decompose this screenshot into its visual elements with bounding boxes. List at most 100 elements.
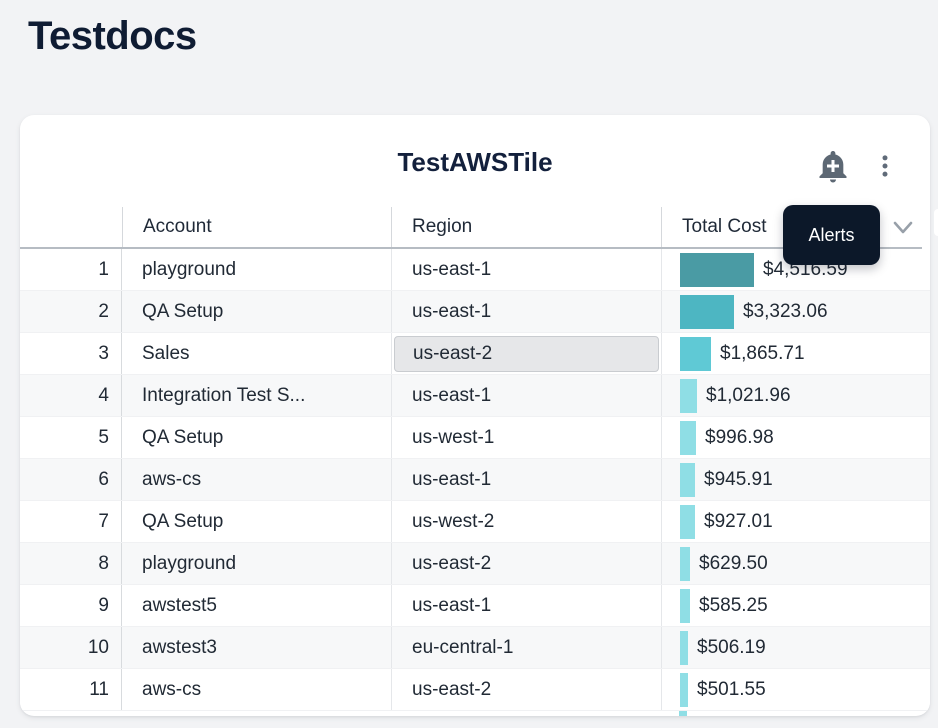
cell-account[interactable]: aws-cs [142,678,202,700]
column-header-account[interactable]: Account [122,207,391,247]
table-row[interactable]: 5 QA Setup us-west-1 $996.98 [20,417,930,459]
row-number: 1 [20,249,122,290]
table-row[interactable]: 9 awstest5 us-east-1 $585.25 [20,585,930,627]
row-number: 7 [20,501,122,542]
cell-region[interactable]: us-west-1 [391,417,661,458]
region-value: us-east-1 [412,300,492,322]
region-value: us-west-1 [412,426,495,448]
chevron-down-icon[interactable] [891,220,915,236]
table-row[interactable]: 2 QA Setup us-east-1 $3,323.06 [20,291,930,333]
cost-bar [680,504,695,539]
cost-bar [680,462,695,497]
cell-total-cost[interactable]: $996.98 [661,417,930,458]
cost-bar [680,252,754,287]
cost-value: $996.98 [705,426,774,448]
cell-total-cost[interactable]: $3,323.06 [661,291,930,332]
table-body: 1 playground us-east-1 $4,516.59 2 QA Se… [20,249,930,711]
cost-value: $585.25 [699,594,768,616]
cost-value: $506.19 [697,636,766,658]
row-number: 6 [20,459,122,500]
cell-account[interactable]: QA Setup [142,426,224,448]
table-row[interactable]: 6 aws-cs us-east-1 $945.91 [20,459,930,501]
region-value: us-east-1 [412,258,492,280]
add-alert-button[interactable] [813,146,853,186]
tile-menu-button[interactable] [870,151,900,181]
cell-total-cost[interactable]: $506.19 [661,627,930,668]
region-value: us-west-2 [412,510,495,532]
cell-account[interactable]: aws-cs [142,468,202,490]
cell-account[interactable]: QA Setup [142,300,224,322]
cell-region[interactable]: us-east-2 [391,333,661,374]
cell-total-cost[interactable]: $585.25 [661,585,930,626]
table-row[interactable]: 1 playground us-east-1 $4,516.59 [20,249,930,291]
table-row[interactable]: 4 Integration Test S... us-east-1 $1,021… [20,375,930,417]
cell-total-cost[interactable]: $4,516.59 [661,249,930,290]
cell-account[interactable]: awstest3 [142,636,217,658]
cell-total-cost[interactable]: $629.50 [661,543,930,584]
tile-title: TestAWSTile [397,147,553,177]
region-value: us-east-2 [412,678,492,700]
cost-value: $927.01 [704,510,773,532]
cell-account[interactable]: Integration Test S... [142,384,306,406]
table-row[interactable]: 7 QA Setup us-west-2 $927.01 [20,501,930,543]
cell-total-cost[interactable]: $1,021.96 [661,375,930,416]
cost-bar [680,630,688,665]
cost-bar [680,672,688,707]
offscreen-element-fragment [934,209,938,236]
region-value: us-east-2 [394,335,659,372]
cell-region[interactable]: eu-central-1 [391,627,661,668]
tile-header: TestAWSTile [20,115,930,207]
cell-account[interactable]: playground [142,552,237,574]
cell-region[interactable]: us-east-1 [391,249,661,290]
cost-bar [680,420,696,455]
kebab-menu-icon [882,155,888,177]
column-header-total-cost[interactable]: Total Cost [661,207,922,247]
table-row[interactable]: 3 Sales us-east-2 $1,865.71 [20,333,930,375]
cell-account[interactable]: playground [142,258,237,280]
cell-region[interactable]: us-east-1 [391,459,661,500]
row-number: 5 [20,417,122,458]
cell-region[interactable]: us-east-1 [391,291,661,332]
cell-region[interactable]: us-east-1 [391,375,661,416]
cell-region[interactable]: us-west-2 [391,501,661,542]
cell-total-cost[interactable]: $927.01 [661,501,930,542]
region-value: us-east-2 [412,552,492,574]
cell-region[interactable]: us-east-1 [391,585,661,626]
table-row[interactable]: 11 aws-cs us-east-2 $501.55 [20,669,930,711]
alerts-tooltip: Alerts [783,205,880,265]
row-number: 2 [20,291,122,332]
page-title: Testdocs [28,14,197,58]
cell-account[interactable]: awstest5 [142,594,217,616]
row-number: 10 [20,627,122,668]
partial-next-row-bar [679,711,687,716]
row-number: 8 [20,543,122,584]
cost-bar [680,378,697,413]
row-number: 3 [20,333,122,374]
cost-bar [680,588,690,623]
cost-value: $1,021.96 [706,384,791,406]
cell-total-cost[interactable]: $1,865.71 [661,333,930,374]
cost-value: $1,865.71 [720,342,805,364]
cost-value: $629.50 [699,552,768,574]
cost-bar [680,336,711,371]
cost-bar [680,546,690,581]
region-value: eu-central-1 [412,636,514,658]
cell-account[interactable]: Sales [142,342,190,364]
region-value: us-east-1 [412,468,492,490]
row-number: 9 [20,585,122,626]
cell-account[interactable]: QA Setup [142,510,224,532]
tile-card: TestAWSTile Account Region Total Cost 1 … [20,115,930,716]
table-header: Account Region Total Cost [20,207,922,249]
add-alert-bell-icon [819,151,847,183]
cell-region[interactable]: us-east-2 [391,669,661,710]
cost-value: $501.55 [697,678,766,700]
table-row[interactable]: 8 playground us-east-2 $629.50 [20,543,930,585]
cell-total-cost[interactable]: $945.91 [661,459,930,500]
row-number-column-header [20,207,122,247]
row-number: 4 [20,375,122,416]
cell-region[interactable]: us-east-2 [391,543,661,584]
column-header-region[interactable]: Region [391,207,661,247]
cost-value: $945.91 [704,468,773,490]
table-row[interactable]: 10 awstest3 eu-central-1 $506.19 [20,627,930,669]
cell-total-cost[interactable]: $501.55 [661,669,930,710]
